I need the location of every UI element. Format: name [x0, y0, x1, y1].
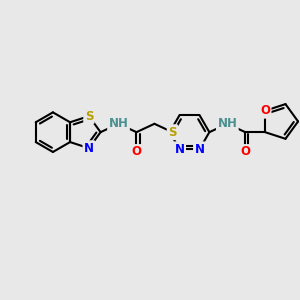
Text: N: N — [194, 143, 205, 156]
Text: O: O — [260, 104, 270, 117]
Text: NH: NH — [109, 117, 128, 130]
Text: O: O — [131, 146, 142, 158]
Text: N: N — [175, 143, 184, 156]
Text: NH: NH — [218, 117, 237, 130]
Text: O: O — [240, 146, 250, 158]
Text: N: N — [84, 142, 94, 155]
Text: S: S — [168, 126, 177, 139]
Text: S: S — [85, 110, 93, 123]
